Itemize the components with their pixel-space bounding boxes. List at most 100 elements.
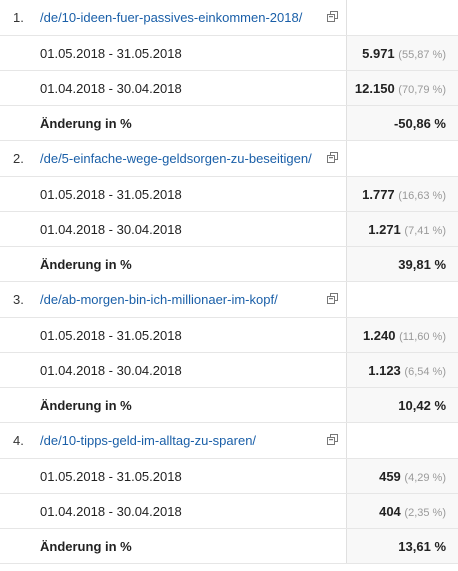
table-row: 01.05.2018 - 31.05.2018 459 (4,29 %) (0, 459, 458, 494)
change-cell: Änderung in % (0, 247, 346, 281)
table-row: Änderung in % 39,81 % (0, 247, 458, 282)
value-cell: 1.240 (11,60 %) (346, 318, 458, 352)
change-value: 39,81 % (398, 257, 446, 272)
metric-value: 1.240 (11,60 %) (363, 328, 446, 343)
table-row: 01.04.2018 - 30.04.2018 1.123 (6,54 %) (0, 353, 458, 388)
table-row: Änderung in % 13,61 % (0, 529, 458, 564)
change-value: 13,61 % (398, 539, 446, 554)
value-cell (346, 0, 458, 35)
metric-value: 404 (2,35 %) (379, 504, 446, 519)
value-cell: 1.123 (6,54 %) (346, 353, 458, 387)
value-cell (346, 423, 458, 458)
page-cell: 3. /de/ab-morgen-bin-ich-millionaer-im-k… (0, 282, 346, 317)
row-index: 2. (13, 151, 24, 166)
table-row: 01.04.2018 - 30.04.2018 12.150 (70,79 %) (0, 71, 458, 106)
metric-percent: (55,87 %) (398, 49, 446, 61)
value-cell: 5.971 (55,87 %) (346, 36, 458, 70)
page-link[interactable]: /de/10-ideen-fuer-passives-einkommen-201… (40, 10, 303, 25)
metric-value: 12.150 (70,79 %) (355, 81, 446, 96)
period-label: 01.05.2018 - 31.05.2018 (40, 187, 182, 202)
page-cell: 4. /de/10-tipps-geld-im-alltag-zu-sparen… (0, 423, 346, 458)
value-cell: 12.150 (70,79 %) (346, 71, 458, 105)
page-cell: 2. /de/5-einfache-wege-geldsorgen-zu-bes… (0, 141, 346, 176)
metric-value: 459 (4,29 %) (379, 469, 446, 484)
value-cell: 39,81 % (346, 247, 458, 281)
value-cell: 10,42 % (346, 388, 458, 422)
change-cell: Änderung in % (0, 388, 346, 422)
period-cell: 01.05.2018 - 31.05.2018 (0, 36, 346, 70)
period-cell: 01.04.2018 - 30.04.2018 (0, 494, 346, 528)
metric-percent: (11,60 %) (399, 331, 446, 343)
table-row: 4. /de/10-tipps-geld-im-alltag-zu-sparen… (0, 423, 458, 459)
change-value: -50,86 % (393, 116, 446, 131)
table-row: 01.05.2018 - 31.05.2018 1.777 (16,63 %) (0, 177, 458, 212)
metric-number: 12.150 (354, 81, 395, 96)
change-cell: Änderung in % (0, 529, 346, 563)
metric-number: 1.777 (362, 187, 395, 202)
change-label: Änderung in % (40, 116, 132, 131)
table-row: 01.04.2018 - 30.04.2018 1.271 (7,41 %) (0, 212, 458, 247)
period-label: 01.04.2018 - 30.04.2018 (40, 81, 182, 96)
value-cell: 459 (4,29 %) (346, 459, 458, 493)
value-cell (346, 282, 458, 317)
change-value: 10,42 % (398, 398, 446, 413)
row-index: 3. (13, 292, 24, 307)
value-cell (346, 141, 458, 176)
change-cell: Änderung in % (0, 106, 346, 140)
page-link[interactable]: /de/10-tipps-geld-im-alltag-zu-sparen/ (40, 433, 257, 448)
table-row: 1. /de/10-ideen-fuer-passives-einkommen-… (0, 0, 458, 36)
period-label: 01.04.2018 - 30.04.2018 (40, 222, 182, 237)
change-label: Änderung in % (40, 539, 132, 554)
period-cell: 01.04.2018 - 30.04.2018 (0, 71, 346, 105)
period-label: 01.04.2018 - 30.04.2018 (40, 363, 182, 378)
period-cell: 01.04.2018 - 30.04.2018 (0, 353, 346, 387)
table-row: Änderung in % -50,86 % (0, 106, 458, 141)
external-link-icon[interactable] (327, 11, 338, 22)
metric-percent: (6,54 %) (404, 366, 446, 378)
metric-percent: (16,63 %) (398, 190, 446, 202)
period-cell: 01.04.2018 - 30.04.2018 (0, 212, 346, 246)
metric-value: 1.777 (16,63 %) (362, 187, 446, 202)
metric-number: 1.271 (368, 222, 401, 237)
table-row: 2. /de/5-einfache-wege-geldsorgen-zu-bes… (0, 141, 458, 177)
period-label: 01.05.2018 - 31.05.2018 (40, 46, 182, 61)
period-cell: 01.05.2018 - 31.05.2018 (0, 177, 346, 211)
value-cell: 1.271 (7,41 %) (346, 212, 458, 246)
table-row: 01.04.2018 - 30.04.2018 404 (2,35 %) (0, 494, 458, 529)
metric-number: 1.240 (362, 328, 396, 343)
page-link[interactable]: /de/ab-morgen-bin-ich-millionaer-im-kopf… (40, 292, 278, 307)
metric-percent: (7,41 %) (404, 225, 446, 237)
period-label: 01.05.2018 - 31.05.2018 (40, 328, 182, 343)
change-label: Änderung in % (40, 398, 132, 413)
metric-value: 1.123 (6,54 %) (368, 363, 446, 378)
metric-number: 1.123 (368, 363, 401, 378)
external-link-icon[interactable] (327, 434, 338, 445)
period-cell: 01.05.2018 - 31.05.2018 (0, 459, 346, 493)
page-link[interactable]: /de/5-einfache-wege-geldsorgen-zu-beseit… (40, 151, 312, 166)
metric-value: 1.271 (7,41 %) (368, 222, 446, 237)
metric-number: 5.971 (362, 46, 395, 61)
value-cell: 13,61 % (346, 529, 458, 563)
table-row: 01.05.2018 - 31.05.2018 5.971 (55,87 %) (0, 36, 458, 71)
row-index: 4. (13, 433, 24, 448)
metric-value: 5.971 (55,87 %) (362, 46, 446, 61)
page-cell: 1. /de/10-ideen-fuer-passives-einkommen-… (0, 0, 346, 35)
change-label: Änderung in % (40, 257, 132, 272)
period-label: 01.05.2018 - 31.05.2018 (40, 469, 182, 484)
value-cell: 1.777 (16,63 %) (346, 177, 458, 211)
metric-number: 404 (379, 504, 401, 519)
value-cell: -50,86 % (346, 106, 458, 140)
period-label: 01.04.2018 - 30.04.2018 (40, 504, 182, 519)
table-row: 3. /de/ab-morgen-bin-ich-millionaer-im-k… (0, 282, 458, 318)
metric-number: 459 (379, 469, 401, 484)
table-row: 01.05.2018 - 31.05.2018 1.240 (11,60 %) (0, 318, 458, 353)
external-link-icon[interactable] (327, 152, 338, 163)
period-cell: 01.05.2018 - 31.05.2018 (0, 318, 346, 352)
table-row: Änderung in % 10,42 % (0, 388, 458, 423)
metric-percent: (2,35 %) (404, 507, 446, 519)
metric-percent: (4,29 %) (404, 472, 446, 484)
value-cell: 404 (2,35 %) (346, 494, 458, 528)
metric-percent: (70,79 %) (398, 84, 446, 96)
external-link-icon[interactable] (327, 293, 338, 304)
